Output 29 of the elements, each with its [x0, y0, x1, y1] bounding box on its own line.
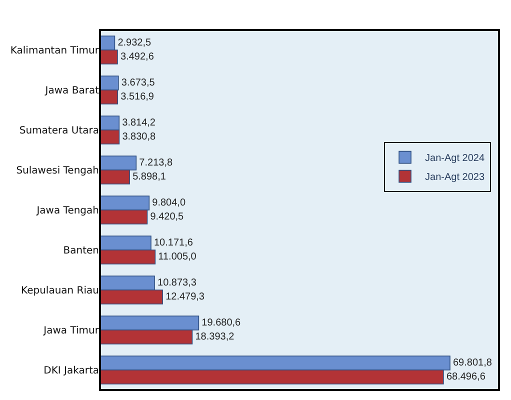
y-tick-label: Jawa Barat	[44, 86, 100, 96]
data-label: 11.005,0	[158, 252, 197, 262]
y-tick-label: Kalimantan Timur	[10, 46, 100, 56]
y-tick-label: Kepulauan Riau	[21, 286, 99, 296]
data-label: 9.804,0	[152, 198, 186, 208]
data-label: 19.680,6	[202, 318, 242, 328]
y-tick-label: Jawa Tengah	[36, 206, 99, 216]
data-label: 3.814,2	[122, 118, 156, 128]
data-label: 12.479,3	[166, 292, 205, 302]
y-tick-label: Banten	[63, 246, 99, 256]
data-label: 3.516,9	[120, 92, 154, 102]
data-label: 18.393,2	[195, 332, 235, 342]
data-label: 10.171,6	[154, 238, 194, 248]
data-label: 3.492,6	[120, 52, 154, 62]
data-label: 10.873,3	[158, 278, 197, 288]
y-tick-label: DKI Jakarta	[44, 366, 99, 376]
data-label: 2.932,5	[118, 38, 152, 48]
y-tick-label: Sumatera Utara	[19, 126, 99, 136]
y-tick-label: Jawa Timur	[42, 326, 100, 336]
y-tick-label: Sulawesi Tengah	[16, 166, 99, 176]
data-label: 3.673,5	[121, 78, 156, 88]
data-label: 7.213,8	[139, 158, 173, 168]
data-label: 9.420,5	[150, 212, 184, 222]
data-label: 5.898,1	[132, 172, 166, 182]
legend-label: Jan-Agt 2023	[425, 172, 485, 184]
legend-label: Jan-Agt 2024	[425, 153, 485, 164]
data-label: 3.830,8	[122, 132, 156, 142]
data-label: 68.496,6	[446, 372, 486, 382]
data-label: 69.801,8	[453, 358, 492, 368]
